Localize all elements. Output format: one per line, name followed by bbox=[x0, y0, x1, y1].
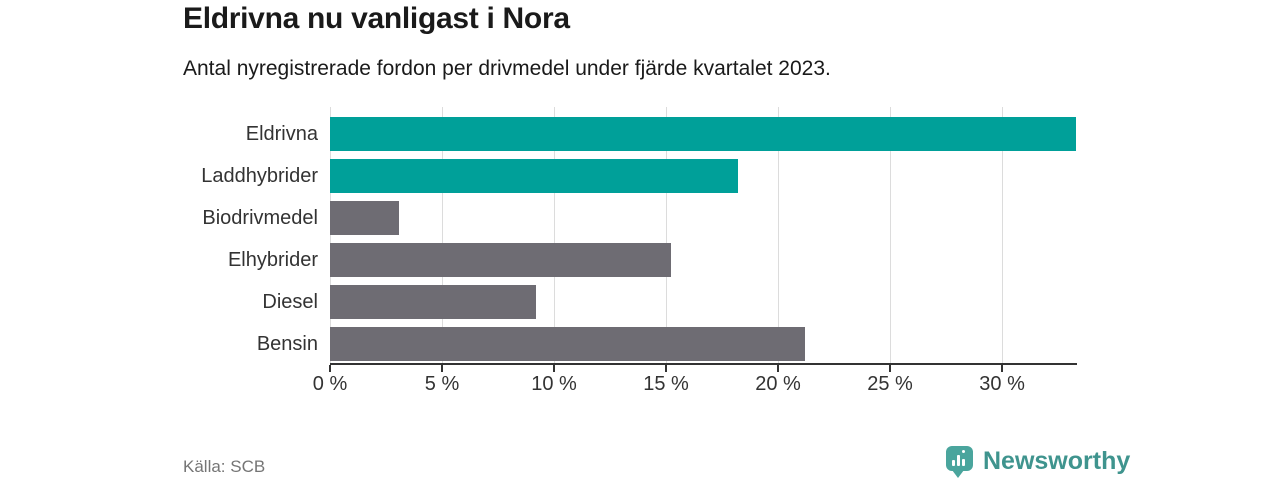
gridline-15 bbox=[666, 107, 668, 363]
gridline-5 bbox=[442, 107, 443, 363]
icon-bar-tall bbox=[957, 455, 960, 466]
category-label-diesel: Diesel bbox=[262, 291, 318, 313]
bar-biodrivmedel bbox=[330, 201, 400, 235]
icon-bar-medium bbox=[962, 459, 965, 466]
gridline-0 bbox=[330, 107, 331, 363]
x-tick-25 bbox=[889, 365, 892, 372]
gridline-20 bbox=[778, 107, 780, 363]
x-tick-label-0: 0 % bbox=[312, 373, 348, 395]
bar-eldrivna bbox=[330, 117, 1076, 151]
y-axis-labels: Eldrivna Laddhybrider Biodrivmedel Elhybrid… bbox=[183, 107, 318, 363]
x-tick-15 bbox=[665, 365, 668, 372]
gridline-10 bbox=[554, 107, 556, 363]
category-label-laddhybrider: Laddhybrider bbox=[201, 165, 318, 187]
category-label-biodrivmedel: Biodrivmedel bbox=[202, 207, 318, 229]
plot-area bbox=[330, 107, 1076, 363]
bar-laddhybrider bbox=[330, 159, 738, 193]
brand-name: Newsworthy bbox=[983, 447, 1131, 475]
icon-pin-tail bbox=[952, 470, 964, 478]
icon-bar-short bbox=[952, 460, 955, 466]
x-tick-label-30: 30 % bbox=[979, 373, 1025, 395]
icon-dot bbox=[962, 450, 965, 453]
x-tick-label-5: 5 % bbox=[424, 373, 460, 395]
category-label-eldrivna: Eldrivna bbox=[245, 123, 318, 145]
bar-chart-pin-icon bbox=[946, 446, 973, 478]
x-axis: 0 % 5 % 10 % 15 % 20 % 25 % 30 % bbox=[313, 365, 1076, 400]
x-axis-line bbox=[330, 363, 1077, 365]
brand-logo: Newsworthy bbox=[946, 444, 1130, 480]
x-tick-20 bbox=[777, 365, 780, 372]
x-tick-label-20: 20 % bbox=[755, 373, 801, 395]
category-label-bensin: Bensin bbox=[256, 333, 318, 355]
source-note: Källa: SCB bbox=[183, 457, 266, 476]
x-tick-label-15: 15 % bbox=[643, 373, 689, 395]
chart-subtitle: Antal nyregistrerade fordon per drivmede… bbox=[183, 57, 831, 80]
bar-elhybrider bbox=[330, 243, 671, 277]
x-tick-10 bbox=[553, 365, 556, 372]
x-tick-label-25: 25 % bbox=[867, 373, 913, 395]
chart-title: Eldrivna nu vanligast i Nora bbox=[183, 2, 570, 35]
gridline-30 bbox=[1002, 107, 1004, 363]
gridline-25 bbox=[890, 107, 892, 363]
x-tick-0 bbox=[329, 365, 331, 372]
x-tick-label-10: 10 % bbox=[531, 373, 577, 395]
bar-diesel bbox=[330, 285, 537, 319]
x-tick-30 bbox=[1001, 365, 1004, 372]
bar-bensin bbox=[330, 327, 805, 361]
category-label-elhybrider: Elhybrider bbox=[227, 249, 318, 271]
x-tick-5 bbox=[441, 365, 443, 372]
